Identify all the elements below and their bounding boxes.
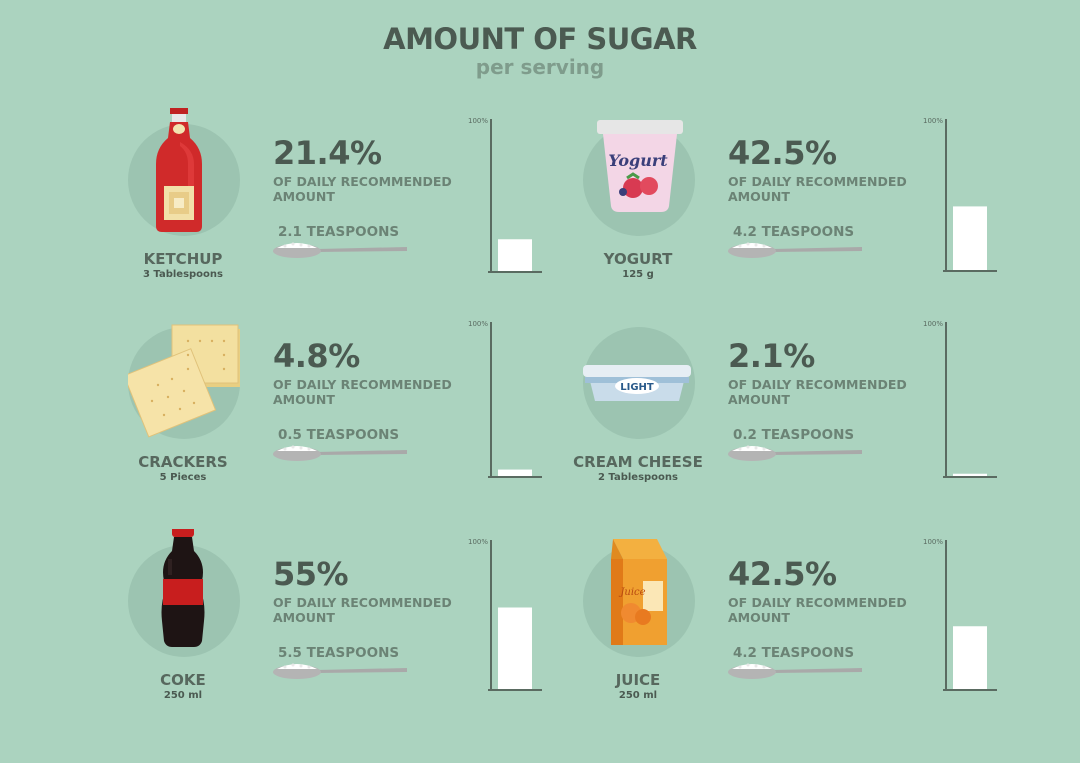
sugar-bar-chart: 100% [923, 533, 1003, 707]
food-serving: 250 ml [163, 690, 203, 701]
ketchup-bottle-icon [128, 104, 240, 252]
food-name: JUICE [615, 671, 661, 689]
sugar-bar [953, 206, 987, 271]
sugar-spoon-icon [273, 661, 413, 685]
description-line-1: OF DAILY RECOMMENDED [728, 174, 907, 189]
juice-carton-icon: Juice [583, 529, 695, 673]
description-line-1: OF DAILY RECOMMENDED [273, 377, 452, 392]
food-serving: 3 Tablespoons [142, 269, 223, 280]
percent-value: 42.5% [728, 555, 837, 593]
description-line-1: OF DAILY RECOMMENDED [273, 174, 452, 189]
food-name: CREAM CHEESE [573, 453, 703, 471]
page-subtitle: per serving [475, 55, 605, 79]
juice-label-text: Juice [618, 587, 645, 598]
percent-description: OF DAILY RECOMMENDED AMOUNT [728, 174, 918, 204]
sugar-bar [953, 473, 987, 477]
teaspoons-value: 4.2 TEASPOONS [733, 645, 855, 661]
sugar-spoon-icon [728, 443, 868, 467]
description-line-1: OF DAILY RECOMMENDED [273, 595, 452, 610]
percent-value: 21.4% [273, 134, 382, 172]
crackers-icon [123, 311, 258, 455]
percent-value: 2.1% [728, 337, 815, 375]
axis-max-label: 100% [468, 117, 488, 125]
cream-cheese-label-text: LIGHT [620, 382, 654, 393]
sugar-bar-chart: 100% [468, 315, 548, 489]
sugar-bar-chart: 100% [468, 533, 548, 707]
axis-max-label: 100% [923, 320, 943, 328]
food-item-coke: COKE 250 ml 55% OF DAILY RECOMMENDED AMO… [128, 525, 668, 763]
percent-value: 42.5% [728, 134, 837, 172]
percent-description: OF DAILY RECOMMENDED AMOUNT [273, 377, 463, 407]
page-title: AMOUNT OF SUGAR [383, 22, 697, 56]
food-item-juice: Juice JUICE 250 ml 42.5% OF DAILY RECOMM… [583, 533, 1080, 763]
description-line-2: AMOUNT [728, 392, 790, 407]
food-serving: 250 ml [618, 690, 658, 701]
yogurt-cup-icon: Yogurt [583, 108, 695, 252]
food-serving: 125 g [622, 269, 654, 280]
axis-max-label: 100% [468, 320, 488, 328]
sugar-bar [498, 607, 532, 690]
sugar-bar-chart: 100% [923, 315, 1003, 489]
percent-value: 55% [273, 555, 349, 593]
percent-description: OF DAILY RECOMMENDED AMOUNT [273, 595, 463, 625]
sugar-bar [498, 469, 532, 477]
food-item-cream-cheese: LIGHT CREAM CHEESE 2 Tablespoons 2.1% OF… [573, 315, 1080, 545]
description-line-2: AMOUNT [728, 610, 790, 625]
food-name: YOGURT [603, 250, 673, 268]
description-line-2: AMOUNT [273, 392, 335, 407]
description-line-2: AMOUNT [728, 189, 790, 204]
food-name: CRACKERS [138, 453, 228, 471]
food-name: COKE [160, 671, 206, 689]
food-serving: 5 Pieces [159, 472, 207, 483]
food-serving: 2 Tablespoons [597, 472, 678, 483]
percent-description: OF DAILY RECOMMENDED AMOUNT [273, 174, 463, 204]
description-line-1: OF DAILY RECOMMENDED [728, 595, 907, 610]
food-item-ketchup: KETCHUP 3 Tablespoons 21.4% OF DAILY REC… [128, 104, 668, 342]
sugar-spoon-icon [728, 240, 868, 264]
description-line-2: AMOUNT [273, 189, 335, 204]
coke-bottle-icon [128, 525, 240, 673]
teaspoons-value: 0.5 TEASPOONS [278, 427, 400, 443]
axis-max-label: 100% [468, 538, 488, 546]
food-item-crackers: CRACKERS 5 Pieces 4.8% OF DAILY RECOMMEN… [123, 315, 668, 545]
percent-value: 4.8% [273, 337, 360, 375]
percent-description: OF DAILY RECOMMENDED AMOUNT [728, 595, 918, 625]
sugar-bar [498, 239, 532, 272]
description-line-2: AMOUNT [273, 610, 335, 625]
sugar-bar-chart: 100% [468, 112, 548, 286]
yogurt-label-text: Yogurt [608, 151, 668, 170]
sugar-spoon-icon [273, 240, 413, 264]
food-item-yogurt: Yogurt YOGURT 125 g 42.5% OF DAILY RECOM… [583, 112, 1080, 342]
sugar-bar [953, 626, 987, 690]
axis-max-label: 100% [923, 117, 943, 125]
cream-cheese-tub-icon: LIGHT [573, 317, 693, 461]
teaspoons-value: 5.5 TEASPOONS [278, 645, 400, 661]
teaspoons-value: 2.1 TEASPOONS [278, 224, 400, 240]
sugar-spoon-icon [728, 661, 868, 685]
teaspoons-value: 0.2 TEASPOONS [733, 427, 855, 443]
food-name: KETCHUP [143, 250, 223, 268]
sugar-bar-chart: 100% [923, 112, 1003, 286]
sugar-spoon-icon [273, 443, 413, 467]
percent-description: OF DAILY RECOMMENDED AMOUNT [728, 377, 918, 407]
description-line-1: OF DAILY RECOMMENDED [728, 377, 907, 392]
axis-max-label: 100% [923, 538, 943, 546]
teaspoons-value: 4.2 TEASPOONS [733, 224, 855, 240]
